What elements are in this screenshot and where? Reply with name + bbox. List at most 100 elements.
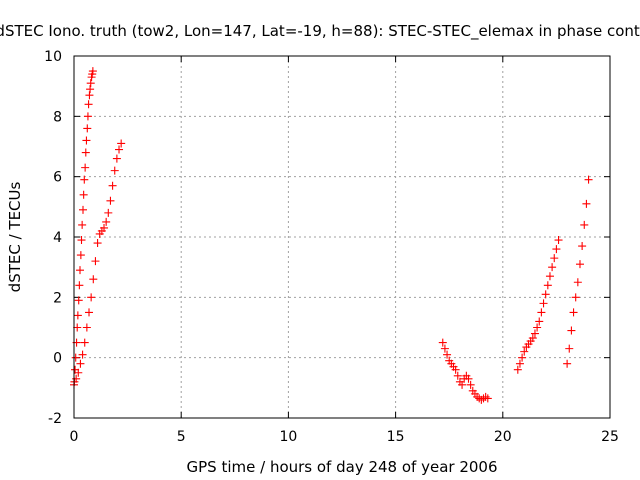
data-point bbox=[513, 365, 522, 374]
y-tick-label: 0 bbox=[53, 351, 62, 367]
data-point bbox=[80, 338, 89, 347]
data-point bbox=[541, 290, 550, 299]
data-point bbox=[580, 220, 589, 229]
data-point bbox=[582, 199, 591, 208]
data-point bbox=[73, 311, 82, 320]
data-point bbox=[543, 281, 552, 290]
data-point bbox=[82, 136, 91, 145]
data-point bbox=[578, 242, 587, 251]
data-point bbox=[75, 281, 84, 290]
data-point bbox=[74, 368, 83, 377]
data-point bbox=[565, 344, 574, 353]
data-point bbox=[533, 323, 542, 332]
data-point bbox=[438, 338, 447, 347]
data-point bbox=[88, 67, 97, 76]
y-tick-label: 6 bbox=[53, 170, 62, 186]
data-point bbox=[83, 112, 92, 121]
data-point bbox=[443, 350, 452, 359]
x-axis-label: GPS time / hours of day 248 of year 2006 bbox=[187, 458, 498, 476]
data-point bbox=[550, 254, 559, 263]
data-point bbox=[102, 217, 111, 226]
data-point bbox=[520, 347, 529, 356]
data-point bbox=[74, 296, 83, 305]
data-point bbox=[563, 359, 572, 368]
data-point bbox=[89, 275, 98, 284]
data-point bbox=[539, 299, 548, 308]
tick-layer: 0 5 10 15 20 25 -2 0 2 4 6 8 10 bbox=[44, 49, 619, 445]
data-point bbox=[552, 245, 561, 254]
data-point bbox=[76, 266, 85, 275]
x-tick-label: 0 bbox=[70, 429, 79, 445]
data-point bbox=[100, 223, 109, 232]
data-point bbox=[110, 166, 119, 175]
data-point bbox=[515, 359, 524, 368]
data-point bbox=[466, 380, 475, 389]
x-tick-label: 5 bbox=[177, 429, 186, 445]
data-point bbox=[84, 100, 93, 109]
data-point bbox=[440, 344, 449, 353]
data-point bbox=[569, 308, 578, 317]
x-tick-label: 25 bbox=[601, 429, 619, 445]
data-point bbox=[567, 326, 576, 335]
data-point bbox=[82, 323, 91, 332]
data-point bbox=[76, 251, 85, 260]
data-point bbox=[78, 220, 87, 229]
data-point bbox=[87, 293, 96, 302]
data-point bbox=[79, 205, 88, 214]
chart-title: dSTEC Iono. truth (tow2, Lon=147, Lat=-1… bbox=[0, 22, 640, 41]
series-2 bbox=[438, 338, 492, 404]
data-point bbox=[548, 263, 557, 272]
data-point bbox=[73, 323, 82, 332]
data-point bbox=[584, 175, 593, 184]
y-tick-label: -2 bbox=[48, 411, 62, 427]
data-point bbox=[91, 257, 100, 266]
y-tick-label: 4 bbox=[53, 230, 62, 246]
data-point bbox=[554, 236, 563, 245]
points-layer bbox=[70, 67, 593, 404]
data-point bbox=[571, 293, 580, 302]
x-tick-label: 15 bbox=[387, 429, 405, 445]
data-point bbox=[528, 334, 537, 343]
data-point bbox=[81, 148, 90, 157]
data-point bbox=[451, 365, 460, 374]
data-point bbox=[453, 371, 462, 380]
data-point bbox=[535, 317, 544, 326]
data-point bbox=[106, 196, 115, 205]
data-point bbox=[112, 154, 121, 163]
data-point bbox=[86, 79, 95, 88]
data-point bbox=[78, 350, 87, 359]
data-point bbox=[83, 124, 92, 133]
data-point bbox=[85, 91, 94, 100]
plot-frame bbox=[73, 55, 611, 419]
data-point bbox=[80, 175, 89, 184]
data-point bbox=[483, 394, 492, 403]
data-point bbox=[72, 374, 81, 383]
series-4 bbox=[563, 175, 593, 368]
data-point bbox=[108, 181, 117, 190]
y-axis-label: dSTEC / TECUs bbox=[6, 181, 24, 292]
data-point bbox=[530, 329, 539, 338]
data-point bbox=[76, 359, 85, 368]
data-point bbox=[77, 236, 86, 245]
data-point bbox=[93, 239, 102, 248]
y-tick-label: 10 bbox=[44, 49, 62, 65]
data-point bbox=[79, 190, 88, 199]
x-tick-label: 10 bbox=[279, 429, 297, 445]
y-tick-label: 8 bbox=[53, 109, 62, 125]
data-point bbox=[545, 272, 554, 281]
y-tick-label: 2 bbox=[53, 290, 62, 306]
data-point bbox=[573, 278, 582, 287]
data-point bbox=[81, 163, 90, 172]
data-point bbox=[104, 208, 113, 217]
data-point bbox=[464, 374, 473, 383]
data-point bbox=[71, 353, 80, 362]
data-point bbox=[85, 308, 94, 317]
data-point bbox=[115, 145, 124, 154]
data-point bbox=[458, 380, 467, 389]
x-tick-label: 20 bbox=[494, 429, 512, 445]
grid-layer bbox=[74, 56, 610, 418]
data-point bbox=[518, 353, 527, 362]
data-point bbox=[86, 85, 95, 94]
data-point bbox=[537, 308, 546, 317]
